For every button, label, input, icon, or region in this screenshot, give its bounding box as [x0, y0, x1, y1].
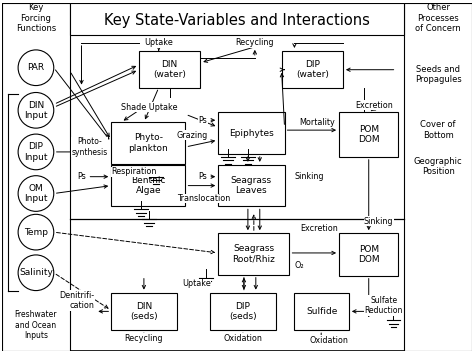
Circle shape: [18, 93, 54, 128]
Circle shape: [18, 255, 54, 291]
Text: Photo-
synthesis: Photo- synthesis: [71, 137, 108, 157]
Text: Oxidation: Oxidation: [310, 336, 348, 345]
Bar: [111, 122, 185, 164]
Text: DIN
(seds): DIN (seds): [130, 302, 158, 321]
Text: Excretion: Excretion: [355, 101, 392, 110]
Text: DIP
(seds): DIP (seds): [229, 302, 257, 321]
Circle shape: [18, 176, 54, 211]
Text: Sulfide: Sulfide: [306, 307, 337, 316]
Text: Ps: Ps: [199, 116, 207, 125]
Text: Temp: Temp: [24, 228, 48, 237]
Text: DIP
(water): DIP (water): [296, 60, 328, 79]
Text: Recycling: Recycling: [125, 333, 163, 343]
Text: Uptake: Uptake: [182, 279, 211, 288]
Bar: [218, 112, 284, 154]
Text: Geographic
Position: Geographic Position: [414, 157, 462, 177]
Circle shape: [18, 134, 54, 170]
Text: Benthic
Algae: Benthic Algae: [131, 176, 165, 195]
Bar: [111, 293, 177, 330]
Text: Denitrifi-
cation: Denitrifi- cation: [59, 291, 94, 310]
Text: Ps: Ps: [199, 172, 207, 181]
Text: Key State-Variables and Interactions: Key State-Variables and Interactions: [104, 13, 370, 28]
Bar: [339, 112, 399, 157]
Text: Cover of
Bottom: Cover of Bottom: [420, 120, 456, 140]
Text: Epiphytes: Epiphytes: [229, 128, 274, 138]
Text: DIN
Input: DIN Input: [24, 101, 48, 120]
Circle shape: [18, 214, 54, 250]
Bar: [218, 165, 284, 206]
Text: Phyto-
plankton: Phyto- plankton: [128, 133, 168, 153]
Text: Mortality: Mortality: [300, 118, 335, 127]
Bar: [282, 51, 343, 87]
Text: Uptake: Uptake: [145, 39, 173, 47]
Text: OM
Input: OM Input: [24, 184, 48, 203]
Text: Seeds and
Propagules: Seeds and Propagules: [415, 65, 461, 84]
Circle shape: [18, 50, 54, 86]
Bar: [111, 165, 185, 206]
Text: Shade Uptake: Shade Uptake: [120, 103, 177, 112]
Bar: [218, 233, 290, 275]
Text: Freshwater
and Ocean
Inputs: Freshwater and Ocean Inputs: [15, 310, 57, 340]
Text: Other
Processes
of Concern: Other Processes of Concern: [415, 3, 461, 33]
Bar: [404, 4, 472, 351]
Text: Recycling: Recycling: [236, 39, 274, 47]
Text: Sinking: Sinking: [295, 172, 324, 181]
Text: Sinking: Sinking: [364, 217, 393, 226]
Bar: [70, 4, 404, 35]
Bar: [139, 51, 201, 87]
Text: Translocation: Translocation: [177, 194, 230, 203]
Bar: [294, 293, 349, 330]
Text: Key
Forcing
Functions: Key Forcing Functions: [16, 3, 56, 33]
Text: DIN
(water): DIN (water): [153, 60, 186, 79]
Text: Salinity: Salinity: [19, 268, 53, 277]
Text: POM
DOM: POM DOM: [358, 125, 380, 144]
Text: PAR: PAR: [27, 63, 45, 72]
Text: Oxidation: Oxidation: [224, 333, 263, 343]
Text: DIP
Input: DIP Input: [24, 142, 48, 161]
Bar: [2, 4, 70, 351]
Text: POM
DOM: POM DOM: [358, 245, 380, 264]
Text: Seagrass
Leaves: Seagrass Leaves: [231, 176, 272, 195]
Text: Sulfate
Reduction: Sulfate Reduction: [365, 296, 403, 315]
Text: O₂: O₂: [294, 261, 304, 270]
Text: Grazing: Grazing: [176, 131, 207, 140]
Text: Respiration: Respiration: [111, 167, 157, 176]
Text: Excretion: Excretion: [301, 224, 338, 233]
Text: Ps: Ps: [78, 172, 86, 181]
Bar: [339, 233, 399, 276]
Bar: [210, 293, 275, 330]
Text: Seagrass
Root/Rhiz: Seagrass Root/Rhiz: [232, 244, 275, 264]
